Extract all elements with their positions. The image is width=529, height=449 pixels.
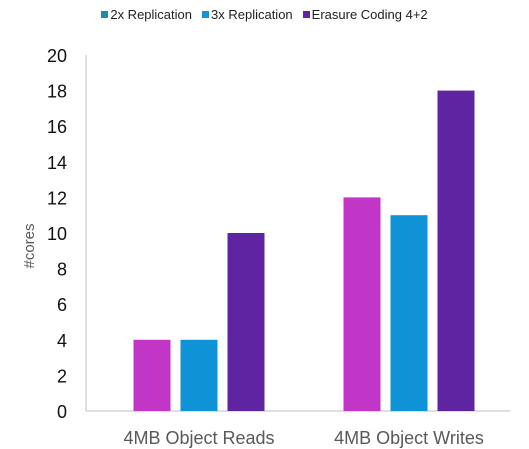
bar-3x-replication-reads xyxy=(180,339,218,411)
legend-item-3x-replication: 3x Replication xyxy=(202,7,293,22)
y-tick-label: 10 xyxy=(47,224,67,244)
legend-item-2x-replication: 2x Replication xyxy=(101,7,192,22)
y-tick-label: 12 xyxy=(47,188,67,208)
y-tick-label: 2 xyxy=(57,366,67,386)
legend-swatch-2x-replication xyxy=(101,11,109,18)
y-tick-label: 20 xyxy=(47,46,67,66)
bar-erasure-coding-reads xyxy=(227,233,265,411)
x-tick-label: 4MB Object Reads xyxy=(123,428,274,448)
legend-swatch-3x-replication xyxy=(202,11,209,18)
y-axis-title: #cores xyxy=(21,223,38,268)
bar-2x-replication-writes xyxy=(343,197,381,411)
y-tick-label: 0 xyxy=(57,402,67,422)
legend-label-2x-replication: 2x Replication xyxy=(110,7,192,22)
y-tick-label: 16 xyxy=(47,117,67,137)
bar-3x-replication-writes xyxy=(390,215,428,411)
legend-label-erasure-coding: Erasure Coding 4+2 xyxy=(311,7,428,22)
legend-swatch-erasure-coding xyxy=(302,11,310,18)
y-tick-label: 18 xyxy=(47,82,67,102)
x-tick-label: 4MB Object Writes xyxy=(334,428,484,448)
y-tick-label: 6 xyxy=(57,295,67,315)
bar-2x-replication-reads xyxy=(133,339,171,411)
legend-item-erasure-coding: Erasure Coding 4+2 xyxy=(302,7,428,22)
chart-legend: 2x Replication 3x Replication Erasure Co… xyxy=(0,7,529,22)
y-tick-label: 14 xyxy=(47,153,67,173)
y-tick-label: 4 xyxy=(57,331,67,351)
y-tick-label: 8 xyxy=(57,260,67,280)
legend-label-3x-replication: 3x Replication xyxy=(211,7,293,22)
bar-erasure-coding-writes xyxy=(437,90,475,411)
